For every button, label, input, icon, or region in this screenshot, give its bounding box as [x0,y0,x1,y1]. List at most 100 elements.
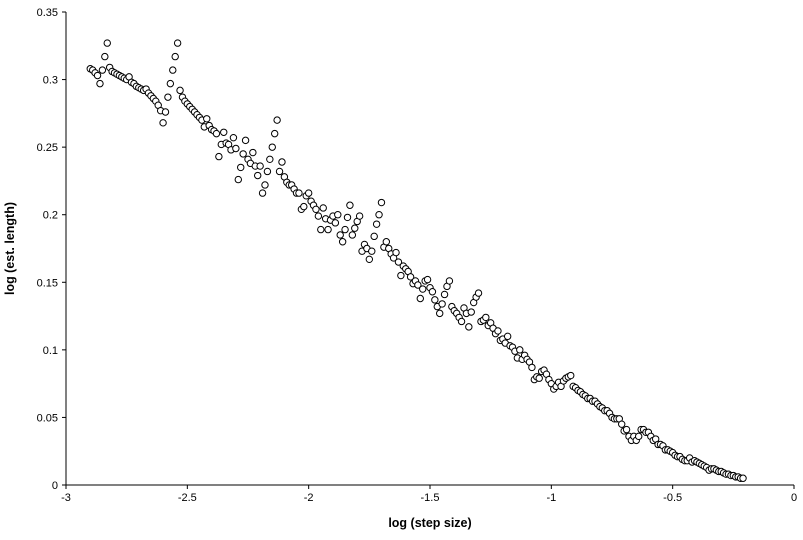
data-point [275,167,284,176]
data-point [270,129,279,138]
data-point [317,225,325,234]
data-point [467,308,475,316]
data-point [161,108,170,116]
data-point [341,225,349,234]
data-point [528,363,536,372]
data-point [465,323,473,331]
data-point [229,133,238,142]
x-tick-label: -2 [304,492,314,504]
data-point [368,247,376,255]
data-point [319,204,327,212]
data-point [215,152,223,161]
data-point [278,158,286,166]
x-tick-label: -1.5 [421,492,440,504]
data-point [324,225,332,234]
data-point [338,238,347,246]
data-point [348,231,357,239]
data-point [164,93,172,101]
data-point [406,273,415,281]
data-point [436,309,444,318]
data-point [256,162,264,170]
data-point [312,205,320,214]
ticks [62,11,795,489]
y-tick-label: 0.25 [37,142,58,154]
data-point [365,255,374,264]
data-point [494,327,502,335]
data-point [241,136,250,145]
y-tick-label: 0.1 [43,345,58,357]
data-point [567,371,575,380]
data-point [622,425,631,434]
data-point [166,79,175,88]
data-point [503,332,512,341]
data-point [314,212,323,220]
data-point [419,285,427,293]
axes [65,12,794,486]
data-point [392,248,400,257]
data-point [273,116,281,124]
data-point [431,296,439,304]
x-tick-label: 0 [791,492,797,504]
data-point [171,52,179,61]
data-point [739,474,747,482]
y-tick-label: 0.3 [43,75,58,87]
data-point [266,155,274,164]
y-tick-label: 0.35 [37,7,58,19]
data-point [414,281,422,289]
y-tick-label: 0.05 [37,412,58,424]
data-point [220,128,228,136]
data-point [372,220,381,228]
data-point [382,238,391,246]
data-points [86,39,747,482]
data-point [96,79,104,88]
data-point [234,175,242,184]
data-point [370,232,378,241]
y-tick-label: 0 [52,480,58,492]
data-point [440,290,449,299]
data-point [351,224,359,232]
data-point [98,66,107,74]
data-point [176,86,184,95]
data-point [428,288,437,296]
data-point [516,346,524,354]
data-point [304,189,313,197]
data-point [258,189,267,197]
data-point [331,219,340,227]
data-point [261,181,269,189]
data-point [377,198,386,207]
data-point [457,317,466,326]
data-point [159,119,167,127]
data-point [343,213,352,222]
data-point [173,39,182,47]
data-point [394,258,403,266]
data-point [618,420,626,428]
x-tick-label: -0.5 [663,492,682,504]
data-point [254,171,262,180]
data-point [239,150,247,158]
data-point [334,211,342,219]
data-point [336,231,344,239]
data-point [232,144,240,153]
data-point [474,289,483,297]
data-point [375,211,383,219]
data-point [397,271,405,280]
data-point [249,148,257,157]
y-tick-label: 0.2 [43,210,58,222]
data-point [93,71,102,80]
data-point [101,52,109,61]
x-tick-label: -1 [546,492,556,504]
x-tick-label: -2.5 [178,492,197,504]
data-point [212,129,221,138]
data-point [423,275,432,284]
data-point [169,66,177,74]
data-point [103,39,111,47]
data-point [346,201,354,209]
data-point [268,143,276,151]
data-point [482,313,490,322]
data-point [535,374,543,382]
x-axis-title: log (step size) [388,516,471,530]
y-axis-title: log (est. length) [3,202,17,295]
data-point [203,115,211,123]
tick-labels: -3 -2.5 -2 -1.5 -1 -0.5 0 0 0.05 0.1 0.15 0.2 0.25 0.… [37,7,797,504]
